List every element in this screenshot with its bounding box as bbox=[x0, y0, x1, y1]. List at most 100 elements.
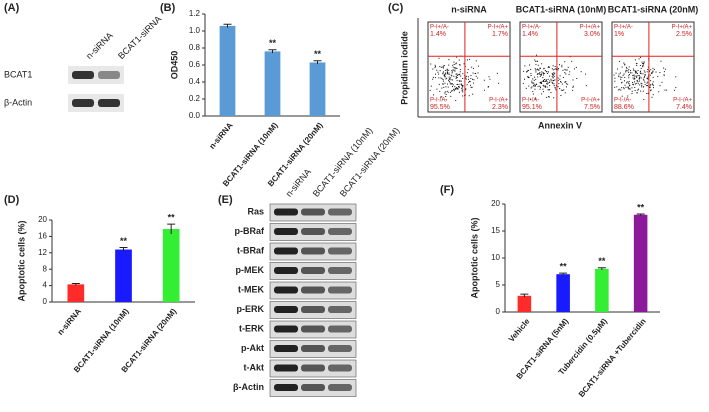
dot bbox=[442, 72, 444, 74]
dot bbox=[454, 87, 456, 89]
dot bbox=[637, 83, 639, 85]
dot bbox=[640, 72, 642, 74]
dot bbox=[649, 84, 651, 86]
dot bbox=[553, 73, 555, 75]
dot bbox=[543, 73, 545, 75]
quadrant-value: 7.4% bbox=[676, 104, 692, 111]
dot bbox=[555, 89, 557, 91]
dot bbox=[471, 66, 473, 68]
x-tick-label: BCAT1-siRNA (10nM) bbox=[72, 307, 131, 375]
dot bbox=[475, 75, 477, 77]
dot bbox=[628, 80, 630, 82]
dot bbox=[643, 64, 645, 66]
dot bbox=[472, 72, 474, 74]
dot bbox=[470, 75, 472, 77]
dot bbox=[465, 75, 467, 77]
dot bbox=[455, 73, 457, 75]
dot bbox=[541, 83, 543, 85]
dot bbox=[434, 65, 436, 67]
blot-band bbox=[301, 384, 325, 391]
blot-band bbox=[98, 71, 120, 79]
dot bbox=[498, 82, 500, 84]
dot bbox=[538, 69, 540, 71]
dot bbox=[440, 77, 442, 79]
dot bbox=[646, 78, 648, 80]
dot bbox=[551, 68, 553, 70]
quadrant-value: 1% bbox=[614, 31, 624, 38]
dot bbox=[475, 60, 477, 62]
dot bbox=[445, 94, 447, 96]
dot bbox=[617, 89, 619, 91]
dot bbox=[625, 71, 627, 73]
dot bbox=[465, 76, 467, 78]
dot bbox=[575, 66, 577, 68]
blot-band bbox=[274, 208, 298, 216]
dot bbox=[468, 95, 470, 97]
y-tick-label: 16 bbox=[38, 232, 47, 241]
y-tick-label: 20 bbox=[491, 199, 500, 208]
dot bbox=[641, 61, 643, 63]
dot bbox=[459, 64, 461, 66]
dot bbox=[635, 75, 637, 77]
dot bbox=[453, 70, 455, 72]
dot bbox=[454, 70, 456, 72]
dot bbox=[628, 75, 630, 77]
dot bbox=[455, 100, 457, 102]
dot bbox=[621, 81, 623, 83]
dot bbox=[549, 66, 551, 68]
dot bbox=[564, 81, 566, 83]
dot bbox=[547, 89, 549, 91]
dot bbox=[539, 82, 541, 84]
dot bbox=[614, 77, 616, 79]
dot bbox=[644, 73, 646, 75]
error-bar bbox=[71, 283, 80, 286]
dot bbox=[569, 71, 571, 73]
dot bbox=[549, 75, 551, 77]
dot bbox=[554, 65, 556, 67]
dot bbox=[451, 86, 453, 88]
dot bbox=[529, 64, 531, 66]
dot bbox=[543, 85, 545, 87]
dot bbox=[573, 68, 575, 70]
blot-band bbox=[274, 228, 298, 235]
dot bbox=[560, 81, 562, 83]
dot bbox=[444, 92, 446, 94]
dot bbox=[458, 64, 460, 66]
dot bbox=[453, 61, 455, 63]
dot bbox=[664, 89, 666, 91]
dot bbox=[438, 77, 440, 79]
dot bbox=[447, 91, 449, 93]
dot bbox=[550, 78, 552, 80]
dot bbox=[458, 91, 460, 93]
dot bbox=[462, 73, 464, 75]
dot bbox=[627, 86, 629, 88]
dot bbox=[616, 86, 618, 88]
dot bbox=[632, 77, 634, 79]
blot-band bbox=[274, 364, 298, 372]
dot bbox=[659, 72, 661, 74]
y-tick-label: 1.0 bbox=[189, 26, 201, 35]
dot bbox=[646, 71, 648, 73]
dot bbox=[563, 89, 565, 91]
dot bbox=[545, 80, 547, 82]
dot bbox=[487, 86, 489, 88]
dot bbox=[457, 74, 459, 76]
dot bbox=[463, 63, 465, 65]
dot bbox=[469, 58, 471, 60]
dot bbox=[530, 73, 532, 75]
quadrant-value: 1.4% bbox=[522, 31, 538, 38]
bar bbox=[219, 25, 236, 116]
dot bbox=[566, 69, 568, 71]
dot bbox=[624, 76, 626, 78]
dot bbox=[544, 79, 546, 81]
dot bbox=[530, 74, 532, 76]
dot bbox=[442, 79, 444, 81]
error-bar bbox=[313, 60, 322, 65]
dot bbox=[628, 77, 630, 79]
dot bbox=[561, 83, 563, 85]
dot bbox=[446, 70, 448, 72]
dot bbox=[560, 95, 562, 97]
dot bbox=[456, 87, 458, 89]
dot bbox=[546, 83, 548, 85]
dot bbox=[548, 96, 550, 98]
